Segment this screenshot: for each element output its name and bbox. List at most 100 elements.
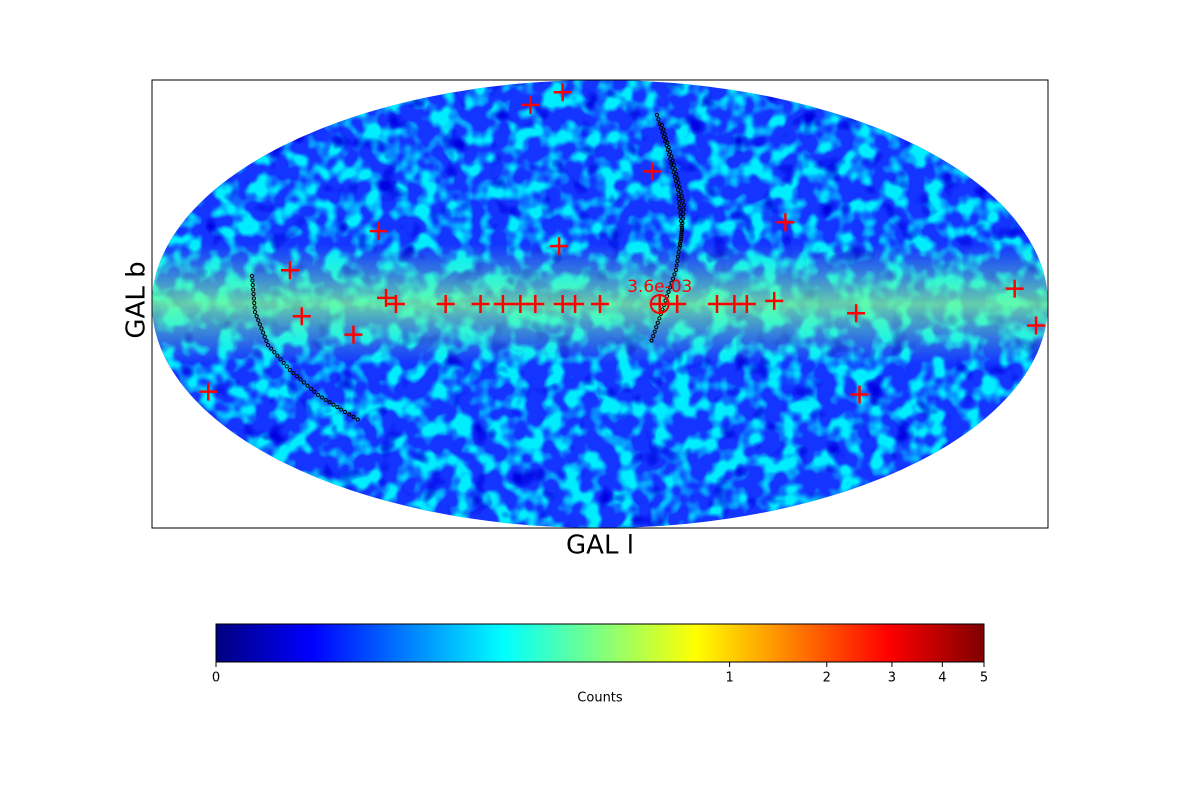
track-dot xyxy=(666,289,671,294)
source-marker xyxy=(553,83,572,102)
track-dot xyxy=(339,407,344,412)
source-marker xyxy=(847,304,866,323)
source-marker xyxy=(566,295,585,313)
track-dot xyxy=(666,145,671,150)
track-dot xyxy=(661,127,666,132)
track-dot xyxy=(269,346,274,351)
track-dot xyxy=(677,201,682,206)
track-dot xyxy=(308,386,314,391)
colorbar-label: Counts xyxy=(577,691,623,706)
track-dot xyxy=(347,412,352,417)
track-dot xyxy=(355,417,360,422)
source-marker xyxy=(776,213,795,232)
track-dot xyxy=(680,198,685,203)
track-dot xyxy=(674,263,679,268)
track-dot xyxy=(669,154,674,159)
frame xyxy=(151,79,1049,529)
track-dot xyxy=(275,353,280,358)
x-axis-label: GAL l xyxy=(566,531,634,561)
track-dot xyxy=(671,162,677,168)
source-marker xyxy=(436,295,455,313)
track-dot xyxy=(670,158,675,163)
track-dot xyxy=(257,322,262,327)
annotation-ring xyxy=(649,294,670,314)
track-dot xyxy=(676,196,681,201)
track-dot xyxy=(677,185,682,190)
track-dot xyxy=(250,282,255,288)
track-dot xyxy=(259,326,264,331)
track-dot xyxy=(651,334,656,339)
source-marker xyxy=(650,295,669,313)
track-dot xyxy=(663,136,669,141)
track-dot xyxy=(256,318,261,323)
source-marker xyxy=(643,162,662,181)
track-dot xyxy=(250,278,255,283)
track-dot xyxy=(301,380,307,385)
track-dot xyxy=(649,338,654,343)
track-dot xyxy=(679,227,685,233)
colorbar-tick-label: 5 xyxy=(980,671,988,686)
track-dot xyxy=(654,112,660,118)
track-dot xyxy=(294,374,300,379)
annotation-label: 3.6e-03 xyxy=(627,277,692,297)
source-marker xyxy=(850,385,869,404)
track-dot xyxy=(312,389,317,394)
track-dot xyxy=(674,171,679,176)
track-dot xyxy=(272,350,277,355)
track-dot xyxy=(676,250,681,255)
track-dot xyxy=(662,131,667,136)
source-marker xyxy=(591,295,609,313)
track-dot xyxy=(281,360,286,365)
track-dot xyxy=(315,392,321,398)
track-dot xyxy=(291,371,296,376)
track-dot xyxy=(252,309,258,315)
source-marker xyxy=(280,261,299,280)
source-marker xyxy=(550,237,569,256)
track-dot xyxy=(676,192,681,197)
track-dot xyxy=(678,189,683,194)
track-dot xyxy=(261,330,266,335)
source-marker xyxy=(199,382,218,401)
track-dot xyxy=(655,320,660,325)
track-dot xyxy=(675,254,681,259)
track-dot xyxy=(319,395,324,400)
source-marker xyxy=(668,295,687,313)
source-marker xyxy=(386,295,405,313)
track-dot xyxy=(681,211,686,217)
track-dot xyxy=(680,220,685,226)
track-dot xyxy=(251,287,256,292)
track-dot xyxy=(679,234,684,239)
source-marker xyxy=(344,325,363,344)
track-dot xyxy=(679,229,684,235)
track-dot xyxy=(327,400,332,405)
track-dot xyxy=(652,329,657,334)
colorbar-tick-label: 3 xyxy=(888,671,896,686)
track-dot xyxy=(679,232,684,237)
source-marker xyxy=(737,295,756,313)
track-dot xyxy=(669,281,674,286)
colorbar-tick-label: 4 xyxy=(938,671,946,686)
track-dot xyxy=(667,285,673,290)
track-dot xyxy=(278,357,283,362)
source-marker xyxy=(1027,316,1046,335)
track-dot xyxy=(262,334,267,339)
track-dot xyxy=(657,316,662,321)
track-dot xyxy=(678,243,683,248)
track-dot xyxy=(251,291,256,297)
track-dot xyxy=(677,241,683,246)
tracks xyxy=(249,112,687,422)
track-dot xyxy=(681,202,687,208)
source-marker xyxy=(369,222,388,241)
track-dot xyxy=(252,300,257,306)
y-axis-label: GAL b xyxy=(122,261,152,338)
track-dot xyxy=(305,383,310,388)
source-marker xyxy=(1005,279,1024,298)
colorbar-tick-label: 0 xyxy=(212,671,220,686)
track-dot xyxy=(654,325,659,330)
track-dot xyxy=(251,296,256,301)
track-dot xyxy=(298,377,303,382)
track-dot xyxy=(323,397,328,402)
source-marker xyxy=(707,295,726,313)
track-dot xyxy=(672,272,677,277)
